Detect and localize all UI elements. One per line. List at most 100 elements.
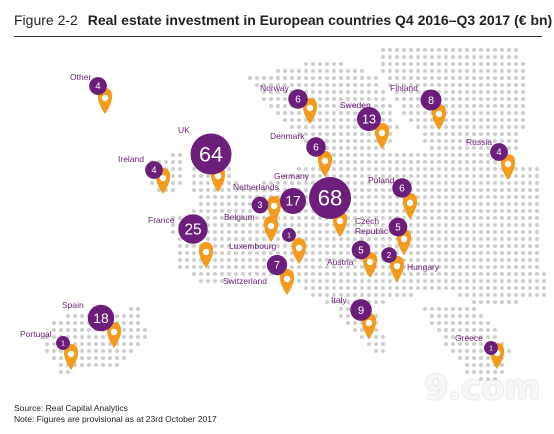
country-marker: 6 Norway <box>260 83 318 124</box>
land-dot <box>206 216 210 220</box>
land-dot <box>444 69 448 73</box>
land-dot <box>171 181 175 185</box>
land-dot <box>535 223 539 227</box>
land-dot <box>493 160 497 164</box>
land-dot <box>500 363 504 367</box>
land-dot <box>360 328 364 332</box>
pin-hole <box>159 174 167 182</box>
land-dot <box>458 111 462 115</box>
land-dot <box>458 286 462 290</box>
land-dot <box>353 223 357 227</box>
land-dot <box>374 335 378 339</box>
land-dot <box>528 251 532 255</box>
land-dot <box>220 244 224 248</box>
land-dot <box>381 335 385 339</box>
land-dot <box>423 307 427 311</box>
pin-hole <box>393 262 401 270</box>
land-dot <box>318 223 322 227</box>
pin-hole <box>306 104 314 112</box>
land-dot <box>318 104 322 108</box>
land-dot <box>465 139 469 143</box>
land-dot <box>500 118 504 122</box>
land-dot <box>479 181 483 185</box>
land-dot <box>360 188 364 192</box>
land-dot <box>332 272 336 276</box>
land-dot <box>339 146 343 150</box>
land-dot <box>346 125 350 129</box>
value-bubble <box>282 228 296 242</box>
land-dot <box>479 223 483 227</box>
land-dot <box>465 125 469 129</box>
land-dot <box>402 69 406 73</box>
land-dot <box>465 174 469 178</box>
land-dot <box>353 160 357 164</box>
land-dot <box>213 258 217 262</box>
land-dot <box>507 83 511 87</box>
land-dot <box>458 160 462 164</box>
land-dot <box>451 111 455 115</box>
land-dot <box>465 146 469 150</box>
land-dot <box>409 111 413 115</box>
land-dot <box>423 265 427 269</box>
land-dot <box>500 300 504 304</box>
land-dot <box>444 195 448 199</box>
land-dot <box>465 195 469 199</box>
land-dot <box>514 237 518 241</box>
land-dot <box>423 174 427 178</box>
land-dot <box>381 209 385 213</box>
land-dot <box>451 202 455 206</box>
land-dot <box>374 209 378 213</box>
land-dot <box>199 279 203 283</box>
land-dot <box>500 216 504 220</box>
land-dot <box>479 377 483 381</box>
land-dot <box>472 97 476 101</box>
land-dot <box>304 265 308 269</box>
land-dot <box>521 104 525 108</box>
land-dot <box>304 279 308 283</box>
land-dot <box>353 209 357 213</box>
land-dot <box>374 76 378 80</box>
land-dot <box>332 279 336 283</box>
land-dot <box>486 195 490 199</box>
land-dot <box>437 132 441 136</box>
land-dot <box>129 342 133 346</box>
land-dot <box>213 279 217 283</box>
land-dot <box>472 370 476 374</box>
value-bubble <box>306 137 326 157</box>
land-dot <box>332 83 336 87</box>
land-dot <box>507 300 511 304</box>
land-dot <box>227 230 231 234</box>
value-bubble <box>178 214 208 244</box>
land-dot <box>451 48 455 52</box>
land-dot <box>409 76 413 80</box>
land-dot <box>339 307 343 311</box>
land-dot <box>87 363 91 367</box>
land-dot <box>213 188 217 192</box>
land-dot <box>346 146 350 150</box>
land-dot <box>458 104 462 108</box>
land-dot <box>339 132 343 136</box>
land-dot <box>346 174 350 178</box>
land-dot <box>458 258 462 262</box>
land-dot <box>472 62 476 66</box>
land-dot <box>227 272 231 276</box>
land-dot <box>353 174 357 178</box>
land-dot <box>451 328 455 332</box>
land-dot <box>353 188 357 192</box>
land-dot <box>409 104 413 108</box>
land-dot <box>255 188 259 192</box>
land-dot <box>353 265 357 269</box>
land-dot <box>451 167 455 171</box>
land-dot <box>430 181 434 185</box>
land-dot <box>381 195 385 199</box>
land-dot <box>220 279 224 283</box>
land-dot <box>486 363 490 367</box>
land-dot <box>493 370 497 374</box>
land-dot <box>353 125 357 129</box>
land-dot <box>472 342 476 346</box>
land-dot <box>395 293 399 297</box>
land-dot <box>479 83 483 87</box>
land-dot <box>458 195 462 199</box>
